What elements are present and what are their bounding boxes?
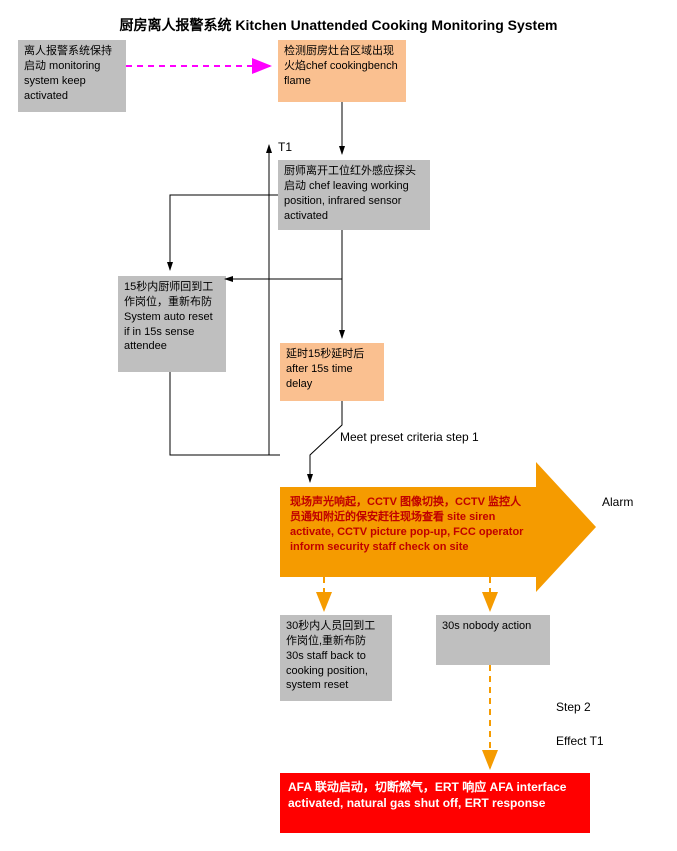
- connectors-layer: [0, 0, 677, 851]
